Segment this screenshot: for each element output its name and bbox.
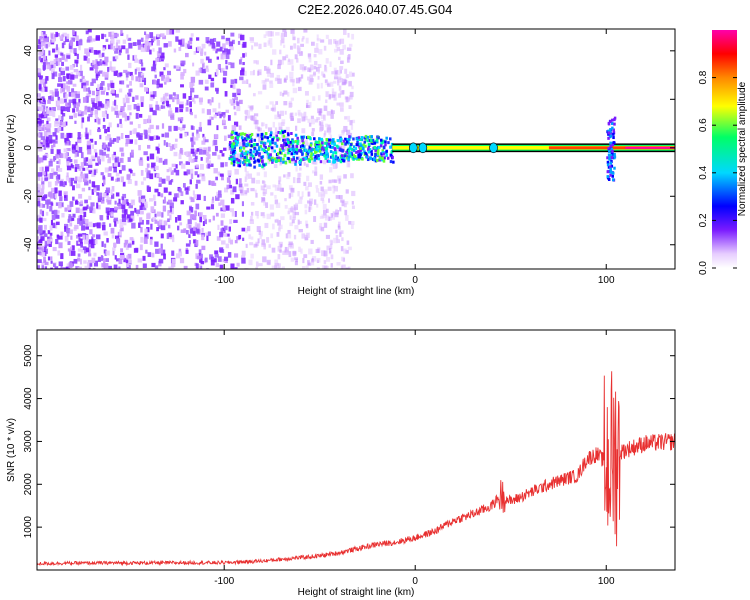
plot-frame <box>36 329 676 571</box>
y-tick-label: 40 <box>23 45 34 57</box>
colorbar-tick-label: 0.0 <box>698 261 709 275</box>
snr-series <box>37 371 675 567</box>
y-tick-label: -20 <box>23 189 34 204</box>
snr-line <box>37 371 675 567</box>
colorbar: 0.0 0.2 0.4 0.6 0.8 Normalized spectral ampli… <box>698 30 748 275</box>
plot-frame <box>36 28 676 270</box>
y-tick-label: 4000 <box>23 387 34 410</box>
colorbar-label: Normalized spectral amplitude <box>737 81 748 216</box>
y-axis-title: Frequency (Hz) <box>6 115 17 184</box>
colorbar-tick-label: 0.8 <box>698 70 709 84</box>
y-tick-label: 20 <box>23 93 34 105</box>
x-tick-label: -100 <box>214 576 234 587</box>
x-tick-label: 100 <box>598 576 615 587</box>
y-tick-label: 2000 <box>23 473 34 496</box>
spectrogram-texture <box>37 29 675 269</box>
snr-plot: -100 0 100 1000 2000 3000 4000 5000 Height of st… <box>6 329 676 598</box>
colorbar-gradient <box>712 30 737 268</box>
y-tick-label: 3000 <box>23 430 34 453</box>
x-tick-label: 0 <box>412 275 418 286</box>
spectrogram-plot: -100 0 100 -40 -20 0 20 40 Height of straight li… <box>6 28 676 297</box>
colorbar-tick-label: 0.4 <box>698 165 709 179</box>
plot-background <box>37 330 675 570</box>
y-tick-label: 5000 <box>23 344 34 367</box>
y-tick-label: 1000 <box>23 516 34 539</box>
x-axis-title: Height of straight line (km) <box>298 587 415 598</box>
colorbar-tick-label: 0.6 <box>698 118 709 132</box>
x-tick-label: -100 <box>214 275 234 286</box>
colorbar-tick-label: 0.2 <box>698 213 709 227</box>
x-tick-label: 100 <box>598 275 615 286</box>
y-axis-title: SNR (10 * v/v) <box>6 418 17 482</box>
x-axis-title: Height of straight line (km) <box>298 286 415 297</box>
page-title: C2E2.2026.040.07.45.G04 <box>297 2 453 17</box>
x-tick-label: 0 <box>412 576 418 587</box>
y-tick-label: -40 <box>23 237 34 252</box>
y-tick-label: 0 <box>23 145 34 151</box>
